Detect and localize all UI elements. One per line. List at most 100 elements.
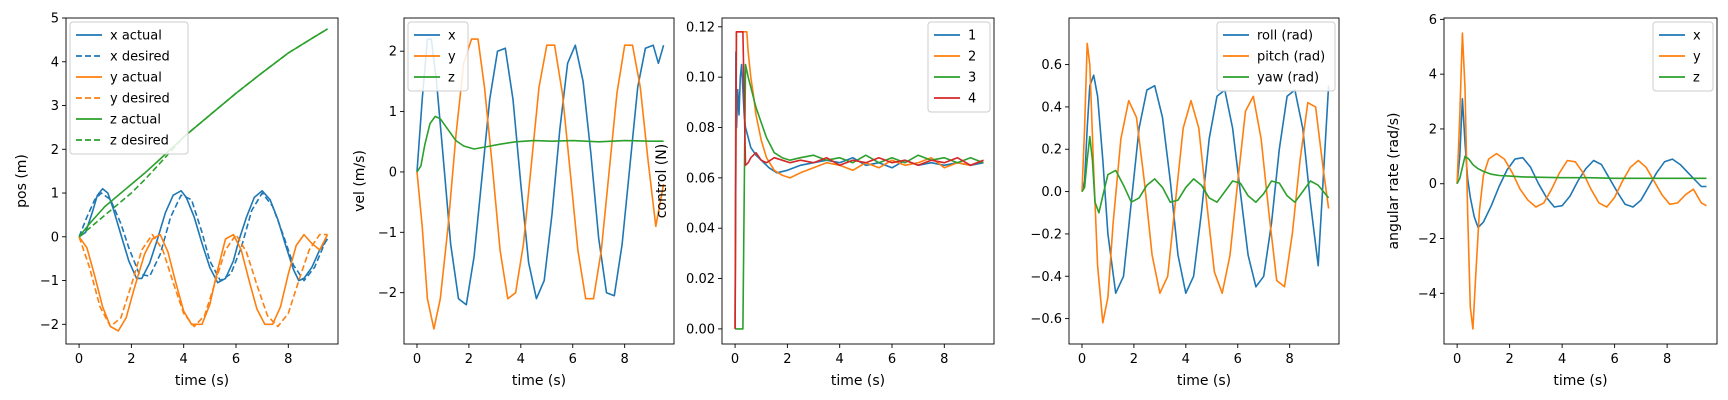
x-tick-label: 4 — [1558, 352, 1566, 367]
legend: xyz — [407, 21, 469, 92]
series-lines — [78, 28, 329, 332]
x-tick-label: 0 — [75, 352, 83, 367]
legend-entry: 4 — [968, 92, 976, 107]
y-tick-label: −2 — [40, 318, 59, 333]
series-lines — [416, 38, 665, 330]
y-tick-label: 0.04 — [686, 222, 715, 237]
y-axis-label: angular rate (rad/s) — [1386, 113, 1402, 250]
y-tick-label: 1 — [51, 187, 59, 202]
legend: roll (rad) pitch (rad) yaw (rad) — [1216, 21, 1336, 92]
y-tick-label: 0.6 — [1041, 58, 1062, 73]
y-tick-label: −0.2 — [1030, 227, 1062, 242]
legend-entry: x — [1693, 29, 1701, 44]
x-tick-label: 0 — [1453, 352, 1461, 367]
y-tick-label: −2 — [1418, 232, 1437, 247]
x-tick-label: 0 — [1078, 352, 1086, 367]
axes-frame — [65, 17, 339, 345]
y-tick-label: 0.0 — [1041, 185, 1062, 200]
x-axis-label: time (s) — [1553, 373, 1607, 389]
axes-frame — [721, 17, 995, 345]
x-tick-label: 6 — [569, 352, 577, 367]
y-tick-label: 0 — [389, 165, 397, 180]
y-tick-label: 0 — [51, 230, 59, 245]
x-tick-label: 6 — [1610, 352, 1618, 367]
x-tick-label: 4 — [1182, 352, 1190, 367]
x-tick-label: 4 — [836, 352, 844, 367]
series-line-y — [416, 38, 665, 330]
series-line-x-desired — [78, 192, 329, 282]
legend-entry: z desired — [110, 134, 169, 149]
legend-entry: 2 — [968, 50, 976, 65]
y-tick-label: 2 — [1429, 122, 1437, 137]
axes-frame — [1443, 17, 1718, 345]
x-tick-label: 8 — [621, 352, 629, 367]
x-tick-label: 4 — [517, 352, 525, 367]
legend-entry: z — [448, 71, 455, 86]
legend-entry: z actual — [110, 113, 161, 128]
x-tick-label: 6 — [1234, 352, 1242, 367]
series-line-z — [1456, 155, 1707, 185]
x-axis-label: time (s) — [1177, 373, 1231, 389]
legend-entry: yaw (rad) — [1257, 71, 1319, 86]
y-tick-label: 2 — [51, 143, 59, 158]
y-axis-label: vel (m/s) — [352, 150, 368, 212]
y-tick-label: 0.2 — [1041, 143, 1062, 158]
legend-box — [1216, 21, 1336, 92]
x-tick-label: 2 — [1130, 352, 1138, 367]
legend-entry: z — [1693, 71, 1700, 86]
series-line-3 — [735, 63, 984, 330]
y-tick-label: 0.06 — [686, 171, 715, 186]
y-tick-label: 5 — [51, 12, 59, 27]
y-tick-label: −1 — [378, 226, 397, 241]
axes-frame — [1068, 17, 1340, 345]
x-tick-label: 6 — [888, 352, 896, 367]
legend: 1 2 3 4 — [927, 21, 991, 113]
series-line-x — [1456, 98, 1707, 229]
y-tick-label: 0.10 — [686, 71, 715, 86]
legend: xyz — [1652, 21, 1714, 92]
series-line-y — [1456, 32, 1707, 330]
x-tick-label: 8 — [1663, 352, 1671, 367]
legend-box — [927, 21, 991, 113]
y-tick-label: 6 — [1429, 13, 1437, 28]
x-tick-label: 4 — [180, 352, 188, 367]
y-tick-label: 4 — [51, 55, 59, 70]
legend-entry: y actual — [110, 71, 162, 86]
series-line-x-actual — [78, 187, 329, 284]
series-line-pitch-rad- — [1081, 42, 1330, 324]
series-lines — [1456, 32, 1707, 330]
series-lines — [734, 30, 984, 330]
series-line-yaw-rad- — [1081, 135, 1330, 214]
x-tick-label: 8 — [940, 352, 948, 367]
legend-entry: roll (rad) — [1257, 29, 1313, 44]
legend-entry: x — [448, 29, 456, 44]
series-line-x — [416, 38, 665, 306]
subplot-2: 0 2 4 6 8 −2 −1 0 1 2 time (s) vel (m/s) xyz — [352, 17, 675, 389]
legend-entry: pitch (rad) — [1257, 50, 1325, 65]
x-tick-label: 2 — [1505, 352, 1513, 367]
legend-box — [69, 21, 189, 155]
legend: x actual x desired y actual y desired z actu… — [69, 21, 189, 155]
y-tick-label: 0 — [1429, 177, 1437, 192]
y-tick-label: 1 — [389, 105, 397, 120]
y-tick-label: 0.4 — [1041, 100, 1062, 115]
series-line-z-desired — [78, 28, 328, 238]
y-tick-label: −2 — [378, 286, 397, 301]
y-tick-label: 4 — [1429, 68, 1437, 83]
x-tick-label: 8 — [1286, 352, 1294, 367]
series-line-z — [416, 115, 664, 173]
legend-entry: y — [1693, 50, 1701, 65]
y-tick-label: 0.00 — [686, 322, 715, 337]
x-tick-label: 6 — [232, 352, 240, 367]
legend-entry: 3 — [968, 71, 976, 86]
legend-entry: y — [448, 50, 456, 65]
x-tick-label: 0 — [731, 352, 739, 367]
x-tick-label: 2 — [783, 352, 791, 367]
subplot-3: 0 2 4 6 8 0.00 0.02 0.04 0.06 0.08 0.10 0.12 time (s… — [654, 17, 995, 389]
x-tick-label: 0 — [413, 352, 421, 367]
